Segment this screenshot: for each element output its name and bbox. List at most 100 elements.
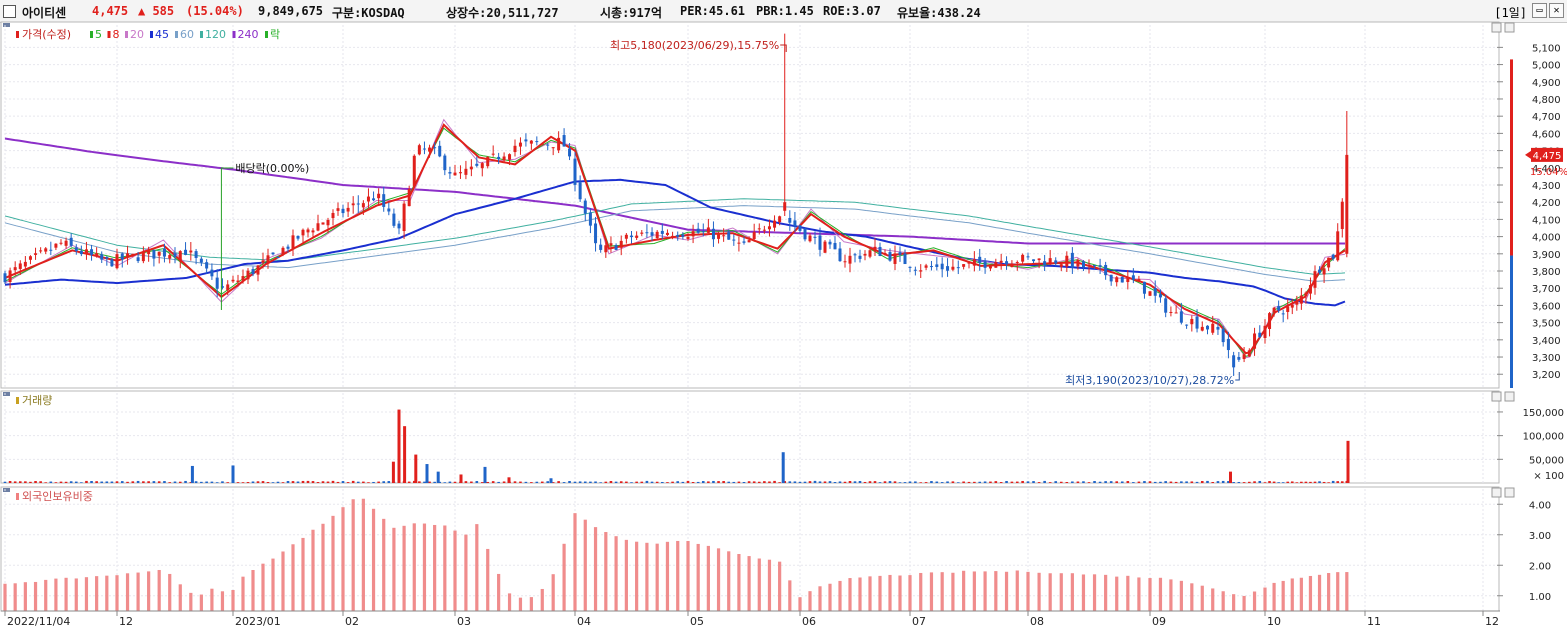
foreign-ownership-bar xyxy=(321,523,325,611)
legend-ma-label: 240 xyxy=(238,28,259,41)
volume-bar xyxy=(781,452,785,483)
volume-bar xyxy=(1164,481,1167,483)
volume-bar xyxy=(491,481,495,483)
price-candle xyxy=(1120,277,1124,283)
price-candle xyxy=(1005,261,1009,265)
price-tick-label: 4,200 xyxy=(1532,198,1561,209)
price-candle xyxy=(988,266,992,269)
price-range-bar xyxy=(1510,255,1513,388)
foreign-ownership-bar xyxy=(1242,595,1246,611)
volume-bar xyxy=(74,481,78,483)
foreign-ownership-bar xyxy=(604,532,608,611)
volume-bar xyxy=(497,481,500,483)
foreign-ownership-bar xyxy=(898,575,902,611)
volume-bar xyxy=(3,481,7,483)
volume-bar xyxy=(433,481,436,483)
panel-handle-icon xyxy=(3,488,10,492)
volume-bar xyxy=(1126,481,1130,483)
volume-bar xyxy=(336,481,340,483)
price-candle xyxy=(1126,276,1130,283)
volume-bar xyxy=(194,481,198,483)
volume-bar xyxy=(757,481,761,483)
volume-bar xyxy=(367,482,370,483)
volume-bar xyxy=(783,481,787,483)
close-icon[interactable]: ✕ xyxy=(1549,3,1564,18)
price-candle xyxy=(1258,332,1262,338)
volume-bar xyxy=(798,481,802,483)
price-candle xyxy=(433,147,437,149)
foreign-ownership-bar xyxy=(972,571,976,611)
volume-bar xyxy=(1211,481,1215,483)
price-tick-label: 5,000 xyxy=(1532,61,1561,72)
foreign-ownership-bar xyxy=(33,581,38,611)
legend-ma-swatch xyxy=(175,31,178,38)
foreign-ownership-bar xyxy=(808,591,812,611)
volume-bar xyxy=(661,481,664,483)
volume-bar xyxy=(210,481,214,483)
chart-panel-frame xyxy=(0,21,1500,389)
foreign-ownership-bar xyxy=(645,542,649,611)
volume-bar xyxy=(34,481,37,483)
foreign-ownership-bar xyxy=(115,575,119,611)
price-candle xyxy=(778,216,782,223)
volume-bar xyxy=(1005,480,1008,483)
volume-bar xyxy=(1331,480,1335,483)
volume-bar xyxy=(281,482,285,483)
x-tick-label: 12 xyxy=(119,615,133,628)
volume-bar xyxy=(625,481,628,483)
volume-bar xyxy=(54,482,58,483)
price-candle xyxy=(614,245,618,250)
foreign-ownership-bar xyxy=(486,548,490,611)
foreign-tick-label: 1.00 xyxy=(1529,592,1551,603)
price-candle xyxy=(246,270,250,280)
price-candle xyxy=(356,203,360,205)
select-checkbox[interactable] xyxy=(3,5,16,18)
price-candle xyxy=(157,251,161,256)
foreign-ownership-bar xyxy=(1037,572,1041,611)
price-candle xyxy=(271,252,275,255)
volume-bar xyxy=(190,465,194,483)
price-candle xyxy=(152,250,156,259)
price-candle xyxy=(823,241,827,253)
price-candle xyxy=(1158,294,1162,298)
volume-bar xyxy=(546,481,550,483)
window-control-button[interactable]: ▭ xyxy=(1532,3,1547,18)
price-candle xyxy=(412,155,416,187)
price-tick-label: 3,800 xyxy=(1532,267,1561,278)
price-candle xyxy=(64,240,68,246)
volume-bar xyxy=(1340,481,1344,483)
period-selector[interactable]: [1일] xyxy=(1494,6,1527,20)
price-candle xyxy=(84,249,88,255)
volume-bar xyxy=(763,481,766,483)
price-candle xyxy=(833,242,837,250)
volume-bar xyxy=(994,481,998,483)
volume-bar xyxy=(951,481,955,483)
foreign-ownership-bar xyxy=(1048,573,1052,611)
volume-bar xyxy=(1232,482,1235,483)
price-candle xyxy=(261,260,265,263)
volume-bar xyxy=(69,481,73,483)
volume-bar xyxy=(863,481,867,483)
price-candle xyxy=(1206,325,1209,330)
price-candle xyxy=(464,168,468,175)
volume-bar xyxy=(1295,482,1299,483)
foreign-ownership-bar xyxy=(105,575,109,611)
foreign-ownership-bar xyxy=(422,523,427,611)
volume-bar xyxy=(1120,481,1124,483)
price-candle xyxy=(8,270,12,282)
price-candle xyxy=(1185,324,1189,326)
price-tick-label: 3,700 xyxy=(1532,284,1561,295)
volume-bar xyxy=(49,481,53,483)
foreign-ownership-bar xyxy=(1252,591,1257,611)
legend-volume-swatch xyxy=(16,397,19,404)
price-candle xyxy=(727,232,731,240)
foreign-ownership-bar xyxy=(64,577,68,611)
volume-bar xyxy=(502,481,506,483)
foreign-ownership-bar xyxy=(3,583,7,611)
foreign-ownership-bar xyxy=(1232,594,1236,611)
volume-bar xyxy=(778,482,781,483)
price-candle xyxy=(39,250,43,252)
foreign-ownership-bar xyxy=(655,543,659,611)
foreign-ownership-bar xyxy=(878,575,882,611)
volume-bar xyxy=(640,481,644,483)
